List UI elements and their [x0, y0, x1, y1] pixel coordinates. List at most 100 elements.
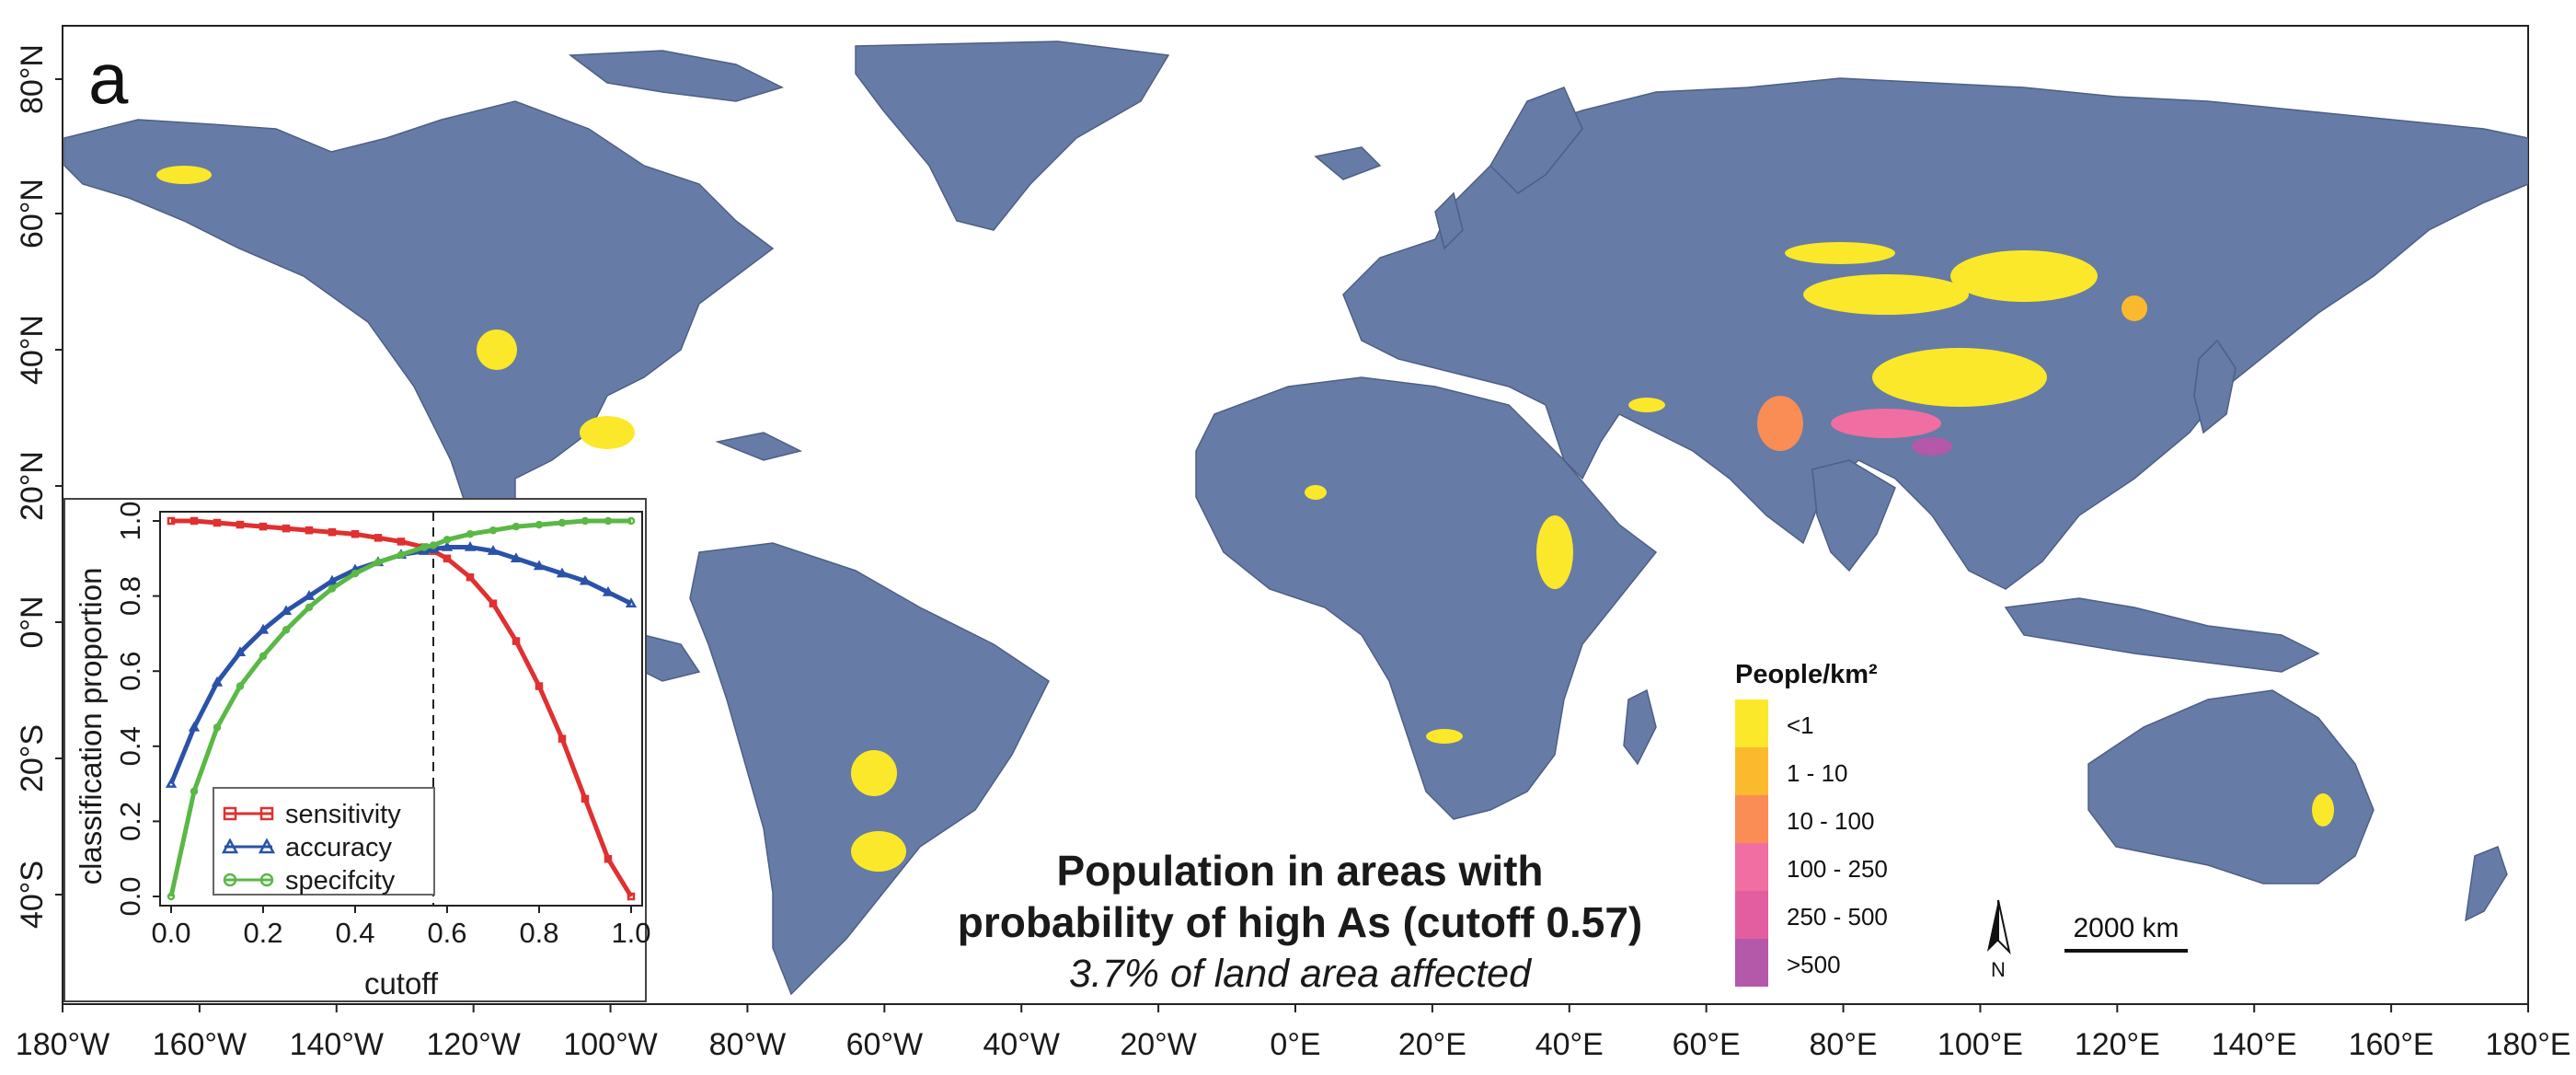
lon-tick-label: 160°W — [153, 1027, 247, 1062]
inset-legend: sensitivity accuracy specifcity — [213, 787, 435, 896]
lon-tick-label: 140°W — [290, 1027, 384, 1062]
data-point — [512, 637, 521, 645]
legend-swatch — [1735, 891, 1768, 939]
legend-swatch — [1735, 939, 1768, 987]
data-point — [351, 569, 360, 578]
inset-y-tick-label: 0.0 — [114, 876, 146, 916]
affected-area-middle-east — [1628, 398, 1665, 412]
data-point — [280, 605, 293, 616]
data-point — [213, 723, 222, 732]
latitude-axis: 80°N 60°N 40°N 20°N 0°N 20°S 40°S — [15, 44, 63, 929]
inset-legend-label: sensitivity — [285, 800, 401, 829]
inset-y-tick-label: 0.6 — [114, 652, 146, 691]
data-point — [627, 892, 636, 901]
lon-tick-label: 180°E — [2485, 1027, 2570, 1062]
inset-y-axis-label: classification proportion — [74, 568, 108, 885]
data-point — [351, 530, 360, 538]
data-point — [305, 526, 314, 535]
lon-tick-label: 160°E — [2349, 1027, 2434, 1062]
population-legend: People/km² <1 1 - 10 10 - 100 100 - 250 250 … — [1735, 660, 1888, 987]
data-point — [581, 516, 590, 526]
data-point — [489, 599, 498, 608]
lon-tick-label: 100°E — [1938, 1027, 2023, 1062]
lat-tick-label: 80°N — [15, 44, 50, 114]
data-point — [223, 806, 237, 821]
affected-area-australia — [2312, 793, 2334, 826]
data-point — [328, 527, 337, 537]
data-point — [259, 652, 268, 661]
data-point — [510, 552, 523, 563]
data-point — [374, 534, 383, 542]
inset-legend-label: accuracy — [285, 833, 393, 862]
data-point — [604, 854, 613, 863]
data-point — [464, 541, 477, 551]
landmass-new-zealand — [2465, 846, 2508, 922]
legend-item-label: <1 — [1787, 711, 1814, 739]
legend-title: People/km² — [1735, 660, 1878, 689]
data-point — [259, 522, 268, 531]
map-title-line1: Population in areas with — [1056, 847, 1543, 895]
affected-area-tibet — [1872, 348, 2047, 407]
lon-tick-label: 60°E — [1673, 1027, 1741, 1062]
inset-x-tick-label: 1.0 — [611, 917, 650, 949]
landmass-australia — [2087, 689, 2375, 884]
data-point — [397, 550, 406, 559]
inset-x-tick-label: 0.8 — [519, 917, 558, 949]
affected-area-mexico — [580, 416, 635, 449]
affected-area-northeast-china — [2122, 295, 2147, 321]
inset-y-tick-label: 0.4 — [114, 726, 146, 766]
data-point — [420, 543, 429, 551]
map-title-line3: 3.7% of land area affected — [1069, 952, 1533, 996]
data-point — [512, 522, 521, 531]
lon-tick-label: 80°E — [1810, 1027, 1878, 1062]
lat-tick-label: 20°N — [15, 451, 50, 521]
data-point — [487, 545, 500, 555]
inset-background — [63, 498, 647, 1002]
inset-legend-label: specifcity — [285, 866, 396, 896]
lon-tick-label: 40°E — [1535, 1027, 1604, 1062]
data-point — [282, 626, 291, 634]
affected-area-argentina-pampa — [851, 831, 906, 872]
data-point — [558, 518, 567, 527]
lat-tick-label: 60°N — [15, 179, 50, 249]
data-point — [535, 682, 544, 690]
panel-label: a — [88, 38, 129, 119]
inset-x-tick-label: 0.4 — [335, 917, 374, 949]
landmass-greenland — [855, 40, 1170, 231]
data-point — [211, 676, 224, 687]
data-point — [374, 558, 383, 567]
landmass-iceland — [1314, 146, 1382, 180]
lat-tick-label: 0°N — [15, 595, 50, 648]
data-point — [627, 516, 636, 526]
scale-bar-label: 2000 km — [2073, 913, 2179, 943]
data-point — [234, 646, 247, 657]
data-point — [533, 560, 546, 571]
data-point — [556, 567, 569, 578]
data-point — [397, 538, 406, 546]
lon-tick-label: 0°E — [1270, 1027, 1320, 1062]
data-point — [466, 530, 475, 538]
lon-tick-label: 20°E — [1398, 1027, 1466, 1062]
affected-area-sahel — [1305, 485, 1327, 500]
affected-area-himalaya-dense — [1831, 409, 1941, 438]
affected-area-western-us — [477, 329, 517, 370]
series-specifcity — [167, 516, 636, 901]
data-point — [282, 524, 291, 533]
data-point — [188, 721, 201, 732]
data-point — [190, 787, 199, 796]
legend-item-label: 250 - 500 — [1787, 903, 1888, 931]
inset-y-tick-label: 0.8 — [114, 576, 146, 616]
inset-x-tick-label: 0.6 — [427, 917, 466, 949]
legend-swatch — [1735, 747, 1768, 795]
scale-bar: 2000 km — [2064, 913, 2188, 953]
data-point — [305, 603, 314, 612]
lon-tick-label: 100°W — [563, 1027, 657, 1062]
affected-area-central-asia — [1803, 274, 1969, 315]
data-point — [236, 520, 245, 529]
north-arrow-icon: N — [1987, 899, 2011, 981]
landmass-madagascar — [1623, 688, 1657, 766]
lat-tick-label: 40°S — [15, 861, 50, 929]
legend-swatch — [1735, 795, 1768, 843]
data-point — [167, 892, 176, 901]
data-point — [489, 526, 498, 535]
